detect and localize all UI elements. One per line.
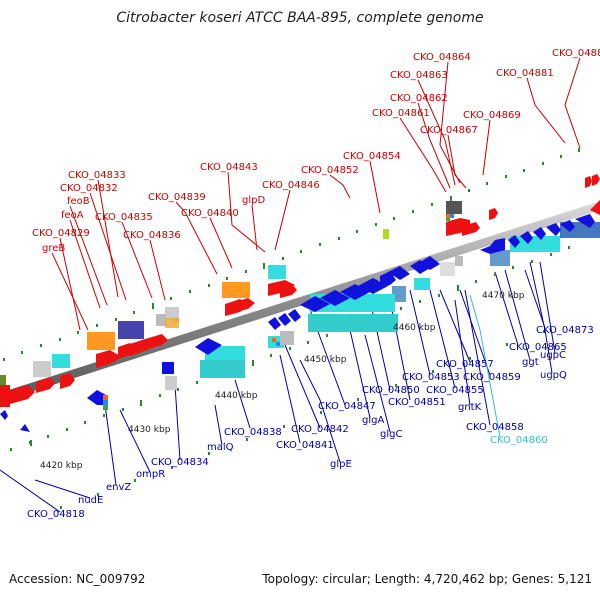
- genome-backbone: [0, 201, 600, 402]
- reverse-gene-labels: CKO_04873 CKO_04865 ggt ugpC ugpQ CKO_04…: [27, 325, 594, 520]
- gene-label: CKO_04838: [224, 427, 282, 438]
- gene-label: CKO_04867: [420, 125, 478, 136]
- gene-label: CKO_04853: [402, 372, 460, 383]
- scale-labels: 4470 kbp 4460 kbp 4450 kbp 4440 kbp 4430…: [40, 291, 525, 471]
- gene-label: ugpC: [540, 350, 566, 361]
- gene-label: CKO_04873: [536, 325, 594, 336]
- gene-label: glgC: [380, 429, 402, 440]
- gene-label: CKO_04869: [463, 110, 521, 121]
- topology-text: Topology: circular; Length: 4,720,462 bp…: [262, 572, 592, 586]
- gene-label: glgA: [362, 415, 384, 426]
- gene-label: CKO_04840: [181, 208, 239, 219]
- gene-label: envZ: [106, 482, 131, 493]
- gene-label: CKO_04851: [388, 397, 446, 408]
- gene-label: CKO_04841: [276, 440, 334, 451]
- gene-label: feoA: [61, 210, 84, 221]
- gene-label: CKO_04859: [463, 372, 521, 383]
- scale-label-4420: 4420 kbp: [40, 461, 83, 471]
- gene-label: CKO_04843: [200, 162, 258, 173]
- scale-label-4430: 4430 kbp: [128, 425, 171, 435]
- gene-label-highlight: CKO_04860: [490, 435, 548, 446]
- gene-label: ugpQ: [540, 370, 567, 381]
- scale-label-4460: 4460 kbp: [393, 323, 436, 333]
- gene-label: glpE: [330, 459, 352, 470]
- forward-strand-genes: [0, 174, 600, 407]
- gene-label: feoB: [67, 196, 90, 207]
- gene-label: greB: [42, 243, 65, 254]
- gene-label: CKO_04847: [318, 401, 376, 412]
- gene-label: CKO_04855: [426, 385, 484, 396]
- gene-label: CKO_04854: [343, 151, 401, 162]
- gene-label: malQ: [207, 442, 234, 453]
- gene-label: CKO_04842: [291, 424, 349, 435]
- gene-label: CKO_04852: [301, 165, 359, 176]
- gene-label: CKO_04836: [123, 230, 181, 241]
- gene-label: CKO_04834: [151, 457, 209, 468]
- gene-label: CKO_04865: [509, 342, 567, 353]
- gene-label: CKO_04857: [436, 359, 494, 370]
- gene-label: CKO_04850: [362, 385, 420, 396]
- gene-label: nudE: [78, 495, 103, 506]
- scale-label-4450: 4450 kbp: [304, 355, 347, 365]
- gene-label: CKO_04846: [262, 180, 320, 191]
- gene-label: glpD: [242, 195, 265, 206]
- gene-label: CKO_04858: [466, 422, 524, 433]
- gene-label: CKO_04832: [60, 183, 118, 194]
- gene-label: CKO_04839: [148, 192, 206, 203]
- forward-gene-labels: CKO_04882 CKO_04864 CKO_04881 CKO_04863 …: [32, 48, 600, 254]
- gene-label: gntK: [458, 402, 482, 413]
- label-leader-lines: [0, 57, 581, 513]
- gene-label: ompR: [136, 469, 165, 480]
- gene-label: CKO_04881: [496, 68, 554, 79]
- gene-label: CKO_04818: [27, 509, 85, 520]
- gene-label: CKO_04862: [390, 93, 448, 104]
- gene-label: CKO_04864: [413, 52, 471, 63]
- gene-label: CKO_04861: [372, 108, 430, 119]
- gene-label: CKO_04882: [552, 48, 600, 59]
- gene-label: CKO_04835: [95, 212, 153, 223]
- gene-label: CKO_04863: [390, 70, 448, 81]
- scale-label-4440: 4440 kbp: [215, 391, 258, 401]
- gene-label: ggt: [522, 357, 539, 368]
- reverse-strand-genes: [0, 214, 600, 432]
- accession-text: Accession: NC_009792: [9, 572, 146, 586]
- scale-label-4470: 4470 kbp: [482, 291, 525, 301]
- gene-label: CKO_04829: [32, 228, 90, 239]
- map-title: Citrobacter koseri ATCC BAA-895, complet…: [116, 10, 484, 26]
- gene-label: CKO_04833: [68, 170, 126, 181]
